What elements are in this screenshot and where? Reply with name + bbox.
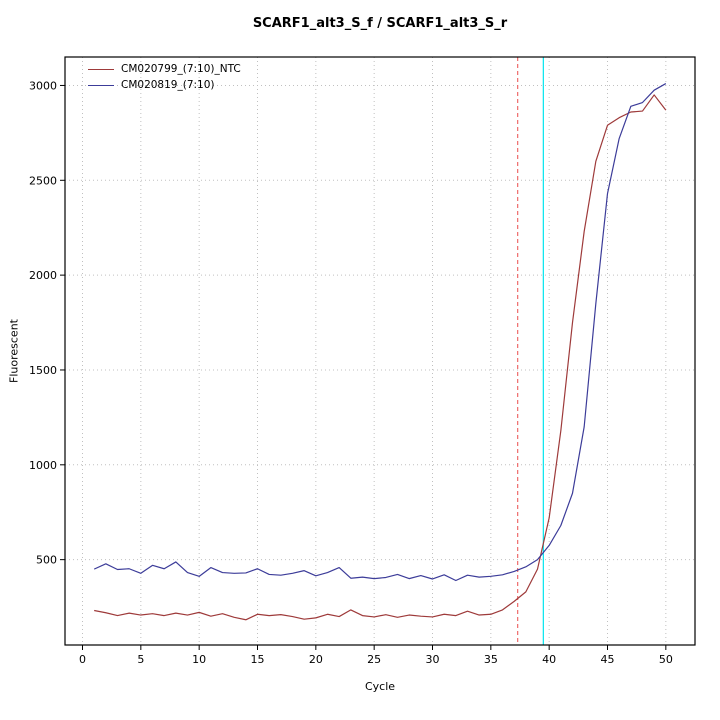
- x-axis-label: Cycle: [364, 680, 396, 693]
- x-tick-label: 0: [79, 653, 86, 666]
- y-tick-label: 2500: [29, 174, 57, 187]
- legend-label-sample: CM020819_(7:10): [121, 79, 215, 91]
- x-tick-label: 50: [659, 653, 673, 666]
- x-tick-label: 40: [542, 653, 556, 666]
- x-tick-label: 20: [309, 653, 323, 666]
- y-tick-label: 2000: [29, 269, 57, 282]
- y-tick-label: 3000: [29, 79, 57, 92]
- x-tick-label: 25: [367, 653, 381, 666]
- chart-title: SCARF1_alt3_S_f / SCARF1_alt3_S_r: [252, 16, 508, 31]
- x-tick-label: 45: [601, 653, 615, 666]
- x-tick-label: 35: [484, 653, 498, 666]
- legend-label-ntc: CM020799_(7:10)_NTC: [121, 63, 241, 75]
- legend-item-sample: CM020819_(7:10): [88, 79, 241, 92]
- legend-item-ntc: CM020799_(7:10)_NTC: [88, 63, 241, 76]
- legend-line-swatch-red: [88, 69, 114, 70]
- series-line-1: [93, 83, 667, 582]
- x-tick-label: 5: [137, 653, 144, 666]
- y-tick-label: 1000: [29, 459, 57, 472]
- series-line-0: [94, 94, 667, 621]
- x-tick-label: 15: [251, 653, 265, 666]
- y-tick-label: 1500: [29, 364, 57, 377]
- x-tick-label: 30: [426, 653, 440, 666]
- x-tick-label: 10: [192, 653, 206, 666]
- plot-border: [64, 56, 696, 646]
- y-tick-label: 500: [36, 554, 57, 567]
- legend-line-swatch-blue: [88, 85, 114, 86]
- legend: CM020799_(7:10)_NTC CM020819_(7:10): [88, 63, 241, 92]
